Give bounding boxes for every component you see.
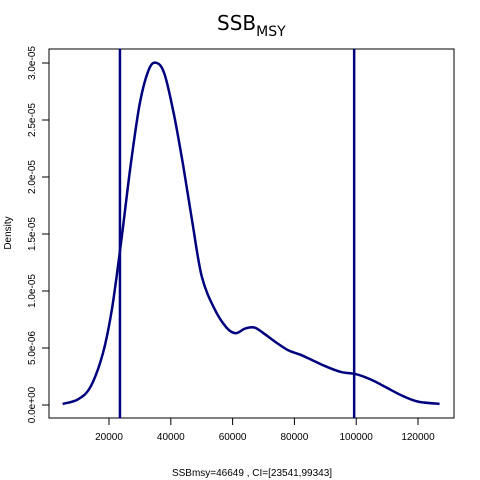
x-tick-label: 120000 <box>401 432 435 443</box>
x-tick-label: 80000 <box>280 432 308 443</box>
density-curve <box>62 61 440 406</box>
y-tick-label: 5.0e-06 <box>27 331 38 365</box>
x-axis: 20000 40000 60000 80000 100000 120000 <box>95 418 435 443</box>
y-tick-label: 3.0e-05 <box>27 46 38 80</box>
chart-title-subscript: MSY <box>256 24 286 40</box>
y-tick-label: 1.0e-05 <box>27 274 38 308</box>
x-tick-label: 60000 <box>219 432 247 443</box>
x-tick-label: 20000 <box>95 432 123 443</box>
chart-title-main: SSB <box>217 11 256 35</box>
plot-frame <box>48 48 455 419</box>
y-tick-label: 2.0e-05 <box>27 160 38 194</box>
y-tick-label: 1.5e-05 <box>27 217 38 251</box>
y-axis-label: Density <box>3 216 14 249</box>
y-axis: 0.0e+00 5.0e-06 1.0e-05 1.5e-05 2.0e-05 2.5e-… <box>27 46 49 423</box>
y-tick-label: 2.5e-05 <box>27 103 38 137</box>
x-tick-label: 100000 <box>340 432 374 443</box>
y-tick-label: 0.0e+00 <box>27 386 38 423</box>
chart-title: SSBMSY <box>217 11 286 40</box>
ci-lines <box>118 49 356 418</box>
x-axis-label: SSBmsy=46649 , CI=[23541,99343] <box>172 468 332 479</box>
x-tick-label: 40000 <box>157 432 185 443</box>
